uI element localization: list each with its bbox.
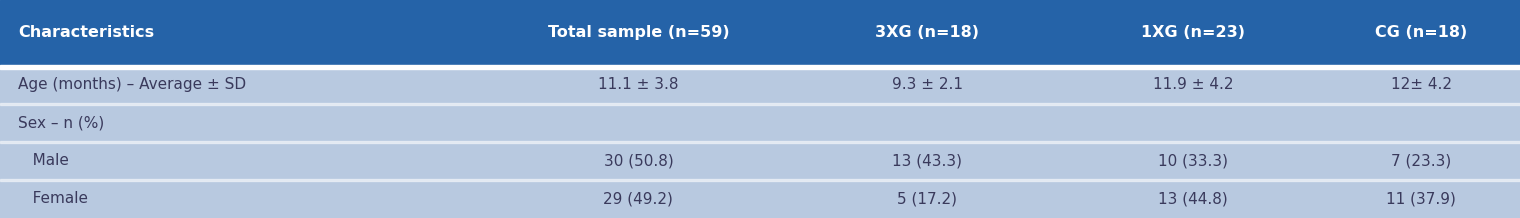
Text: 13 (44.8): 13 (44.8)	[1158, 191, 1228, 206]
Text: 29 (49.2): 29 (49.2)	[603, 191, 673, 206]
Text: Male: Male	[18, 153, 68, 168]
Text: 1XG (n=23): 1XG (n=23)	[1142, 25, 1245, 40]
Text: 5 (17.2): 5 (17.2)	[897, 191, 958, 206]
Text: 13 (43.3): 13 (43.3)	[892, 153, 962, 168]
Text: Sex – n (%): Sex – n (%)	[18, 115, 105, 130]
Text: 10 (33.3): 10 (33.3)	[1158, 153, 1228, 168]
Text: CG (n=18): CG (n=18)	[1376, 25, 1467, 40]
Text: 12± 4.2: 12± 4.2	[1391, 77, 1452, 92]
Bar	[0, 179, 1520, 181]
Text: 7 (23.3): 7 (23.3)	[1391, 153, 1452, 168]
Text: Characteristics: Characteristics	[18, 25, 155, 40]
Text: 30 (50.8): 30 (50.8)	[603, 153, 673, 168]
Bar	[0, 0, 1520, 65]
Text: 3XG (n=18): 3XG (n=18)	[876, 25, 979, 40]
Bar	[0, 65, 1520, 69]
Text: Female: Female	[18, 191, 88, 206]
Text: Age (months) – Average ± SD: Age (months) – Average ± SD	[18, 77, 246, 92]
Text: Total sample (n=59): Total sample (n=59)	[547, 25, 730, 40]
Text: 11.9 ± 4.2: 11.9 ± 4.2	[1154, 77, 1233, 92]
Text: 9.3 ± 2.1: 9.3 ± 2.1	[892, 77, 962, 92]
Bar	[0, 141, 1520, 143]
Text: 11.1 ± 3.8: 11.1 ± 3.8	[599, 77, 678, 92]
Bar	[0, 103, 1520, 105]
Text: 11 (37.9): 11 (37.9)	[1386, 191, 1456, 206]
